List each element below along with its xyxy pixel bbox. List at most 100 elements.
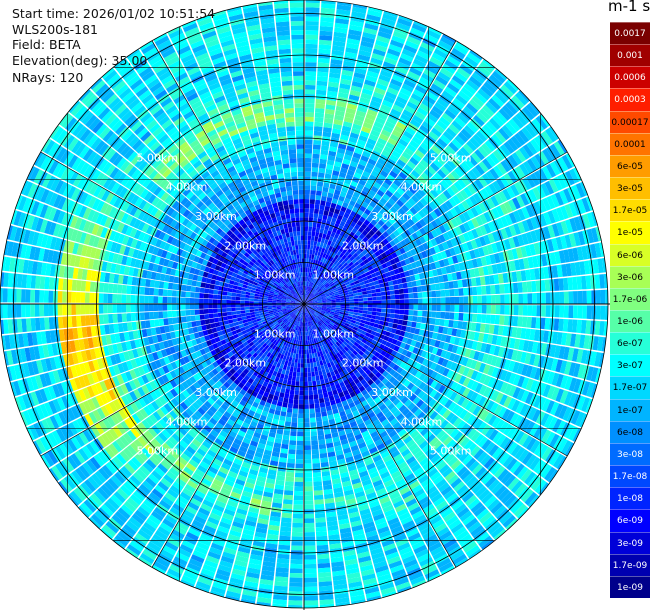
- range-gate-cell: [335, 229, 342, 235]
- range-gate-cell: [429, 109, 441, 120]
- range-gate-cell: [291, 39, 304, 45]
- range-gate-cell: [318, 232, 323, 238]
- range-gate-cell: [381, 295, 387, 300]
- range-gate-cell: [388, 217, 396, 225]
- range-gate-cell: [495, 111, 508, 124]
- range-gate-cell: [347, 204, 354, 211]
- range-gate-cell: [440, 165, 450, 176]
- range-gate-cell: [597, 258, 604, 273]
- range-gate-cell: [356, 243, 363, 250]
- range-gate-cell: [377, 158, 387, 166]
- range-gate-cell: [337, 235, 343, 241]
- range-gate-cell: [431, 145, 442, 155]
- range-gate-cell: [335, 239, 341, 245]
- range-gate-cell: [231, 296, 236, 301]
- range-gate-cell: [411, 194, 420, 204]
- range-gate-cell: [285, 181, 292, 187]
- range-gate-cell: [343, 212, 350, 219]
- range-gate-cell: [300, 272, 303, 277]
- range-gate-cell: [313, 240, 318, 246]
- range-gate-cell: [359, 261, 366, 267]
- range-gate-cell: [590, 243, 598, 259]
- range-gate-cell: [305, 295, 308, 300]
- range-gate-cell: [525, 204, 535, 218]
- range-gate-cell: [327, 260, 332, 266]
- range-gate-cell: [395, 249, 402, 257]
- range-gate-cell: [541, 166, 553, 180]
- range-gate-cell: [304, 139, 313, 145]
- range-gate-cell: [556, 222, 565, 236]
- range-gate-cell: [472, 286, 478, 296]
- range-gate-cell: [62, 278, 68, 291]
- range-gate-cell: [336, 268, 342, 274]
- range-gate-cell: [306, 286, 308, 291]
- range-gate-cell: [282, 163, 290, 169]
- range-gate-cell: [253, 301, 259, 304]
- range-gate-cell: [377, 137, 387, 146]
- range-gate-cell: [416, 286, 422, 293]
- range-gate-cell: [103, 314, 109, 324]
- range-gate-cell: [565, 263, 572, 277]
- range-gate-cell: [396, 278, 403, 285]
- range-gate-cell: [162, 311, 168, 319]
- range-gate-cell: [208, 299, 213, 304]
- range-gate-cell: [311, 162, 319, 168]
- range-gate-cell: [361, 273, 367, 278]
- range-gate-cell: [391, 35, 406, 44]
- range-gate-cell: [377, 300, 382, 304]
- range-gate-cell: [331, 198, 338, 205]
- range-gate-cell: [366, 290, 372, 294]
- range-gate-cell: [400, 134, 411, 144]
- range-gate-cell: [433, 245, 441, 254]
- range-gate-cell: [360, 92, 372, 100]
- range-gate-cell: [300, 226, 304, 231]
- range-gate-cell: [487, 221, 496, 232]
- range-gate-cell: [494, 91, 508, 104]
- range-gate-cell: [394, 289, 400, 295]
- range-gate-cell: [495, 205, 505, 217]
- range-gate-cell: [307, 281, 309, 287]
- range-gate-cell: [511, 115, 524, 129]
- range-gate-cell: [448, 281, 454, 289]
- range-gate-cell: [358, 194, 366, 202]
- range-gate-cell: [426, 29, 441, 40]
- range-gate-cell: [480, 85, 494, 98]
- range-gate-cell: [549, 161, 561, 176]
- range-gate-cell: [341, 274, 347, 280]
- range-gate-cell: [278, 48, 291, 55]
- range-gate-cell: [221, 299, 227, 304]
- range-gate-cell: [431, 52, 446, 63]
- range-gate-cell: [385, 260, 392, 267]
- range-gate-cell: [314, 291, 319, 296]
- range-gate-cell: [190, 315, 196, 322]
- range-gate-cell: [304, 176, 311, 181]
- range-gate-cell: [453, 288, 459, 297]
- range-gate-cell: [407, 71, 421, 81]
- range-gate-cell: [415, 238, 422, 246]
- range-gate-cell: [413, 292, 418, 299]
- range-gate-cell: [519, 163, 530, 177]
- range-gate-cell: [249, 309, 255, 313]
- range-gate-cell: [330, 231, 336, 238]
- range-gate-cell: [310, 185, 317, 191]
- range-gate-cell: [305, 295, 307, 300]
- range-gate-cell: [520, 270, 527, 282]
- range-gate-cell: [450, 207, 459, 218]
- range-gate-cell: [290, 7, 304, 13]
- range-gate-cell: [480, 256, 488, 266]
- range-gate-cell: [313, 301, 318, 303]
- range-gate-cell: [176, 310, 182, 317]
- range-gate-cell: [157, 304, 163, 311]
- range-gate-cell: [466, 278, 472, 287]
- range-gate-cell: [293, 194, 299, 200]
- range-gate-cell: [321, 297, 326, 300]
- range-gate-cell: [434, 283, 441, 291]
- range-gate-cell: [334, 189, 341, 196]
- range-gate-cell: [75, 304, 81, 315]
- range-gate-cell: [453, 43, 469, 56]
- range-gate-cell: [375, 261, 382, 267]
- range-gate-cell: [416, 50, 431, 60]
- range-gate-cell: [523, 161, 534, 174]
- range-gate-cell: [422, 242, 430, 251]
- range-gate-cell: [333, 248, 339, 255]
